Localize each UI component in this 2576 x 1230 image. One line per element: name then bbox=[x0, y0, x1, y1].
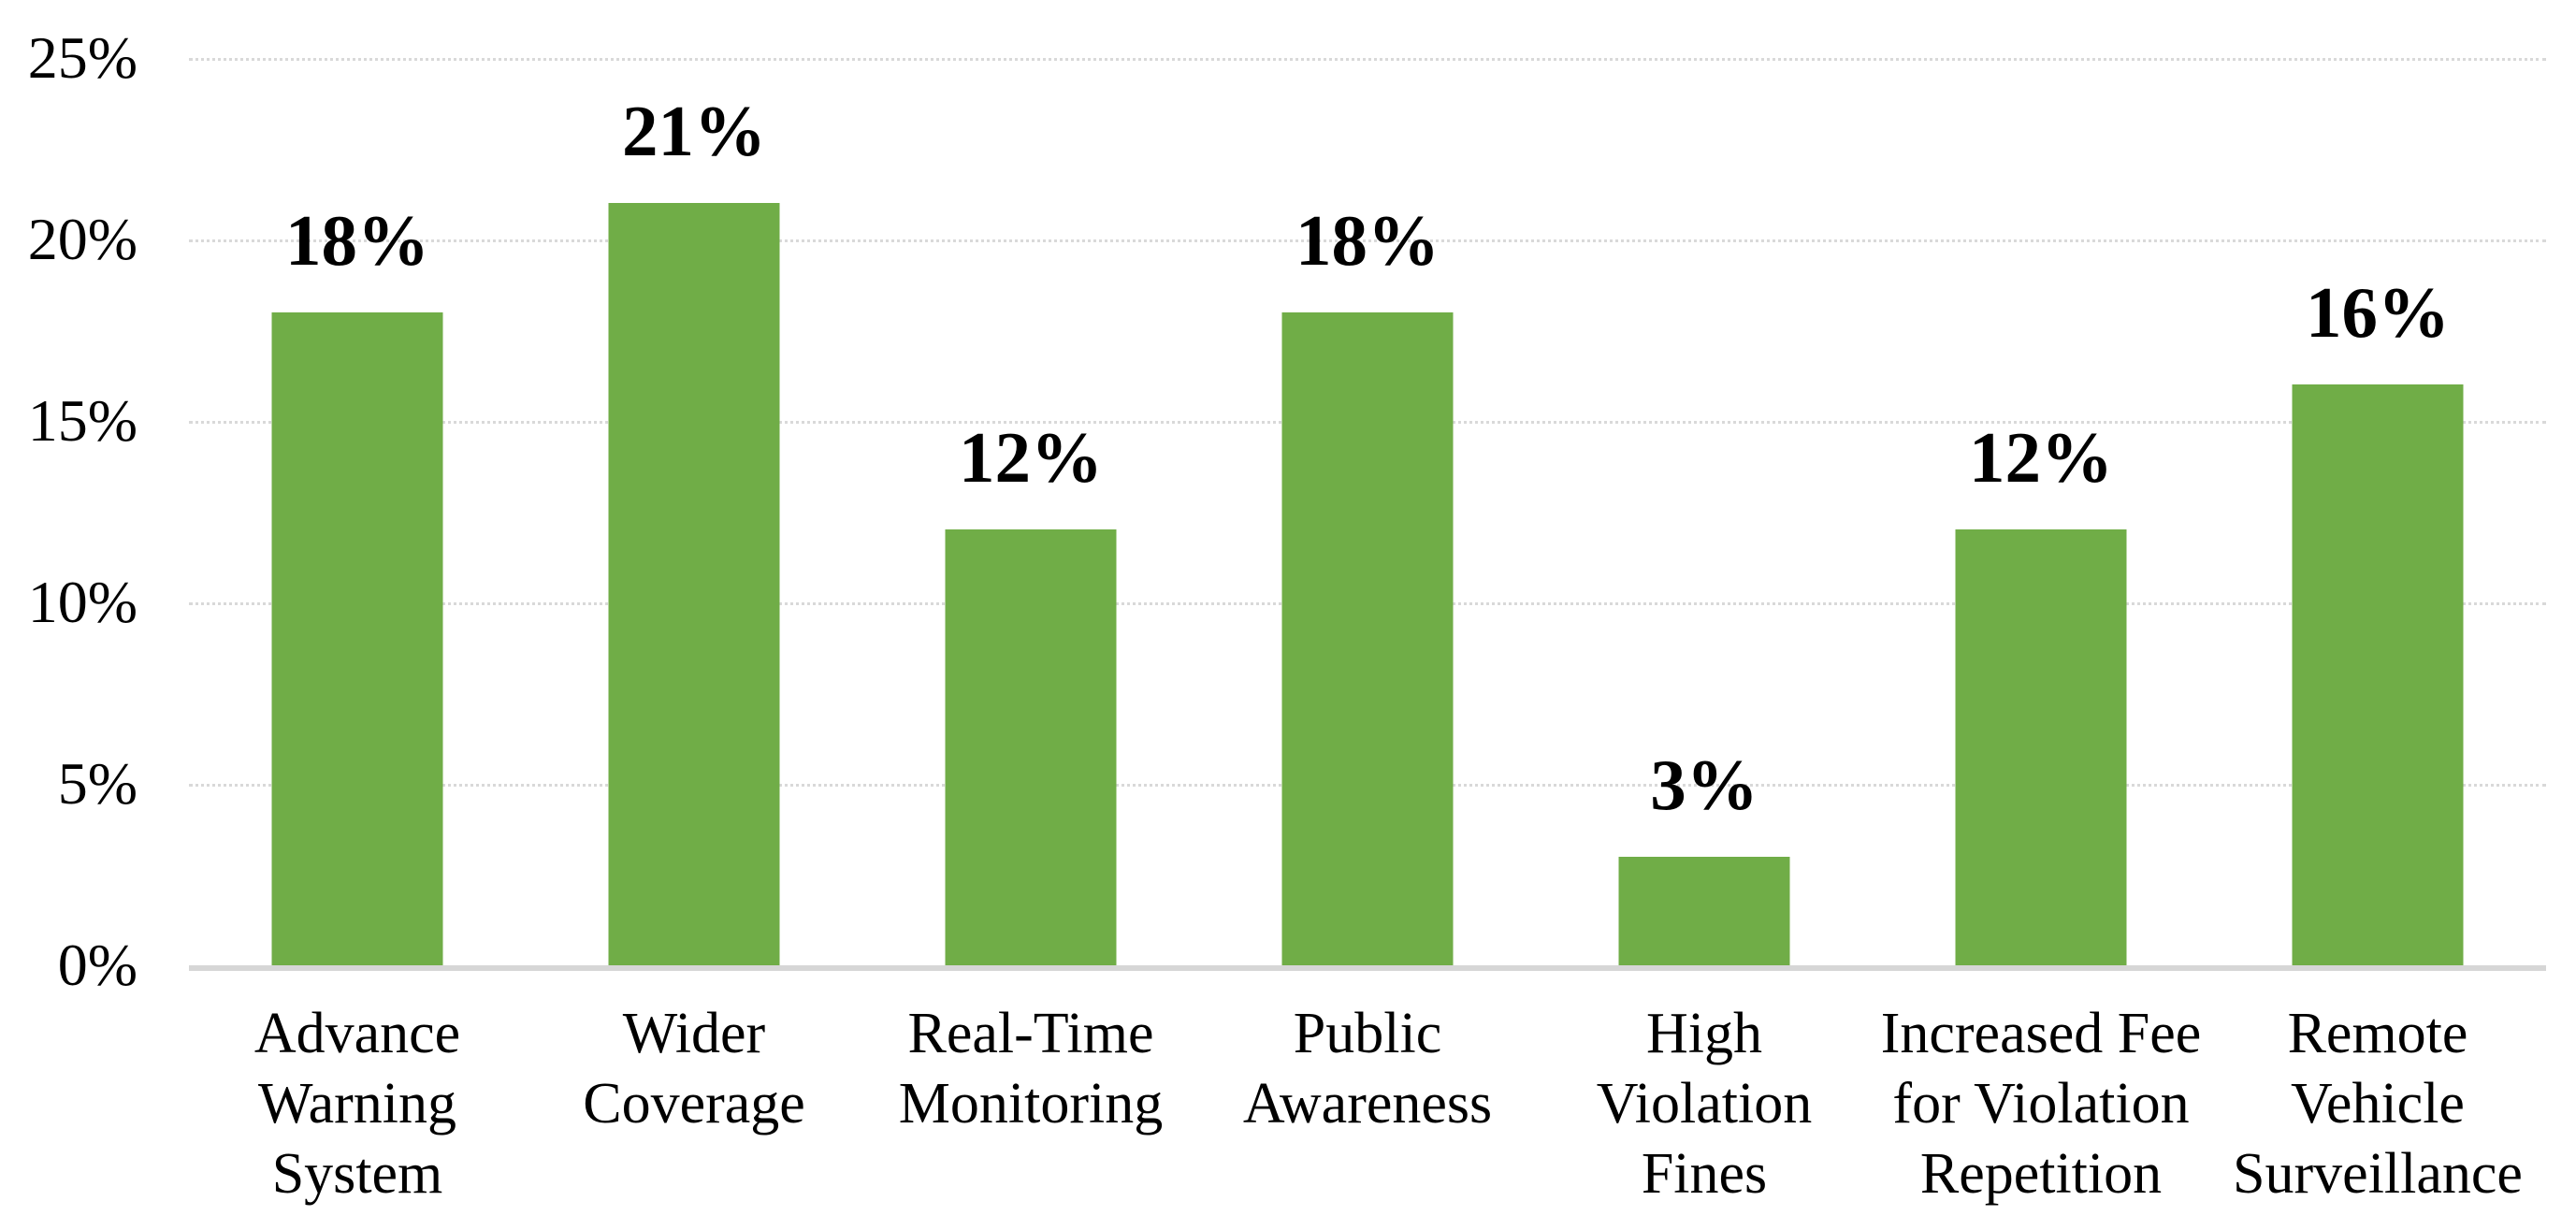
gridline-20 bbox=[189, 239, 2546, 242]
y-tick-label-20: 20% bbox=[27, 206, 137, 272]
bar-value-label-2: 21% bbox=[622, 91, 766, 172]
bar-slot-5: 3% bbox=[1536, 58, 1873, 965]
x-axis-labels: Advance Warning System Wider Coverage Real… bbox=[189, 999, 2546, 1209]
bar-series: 18% 21% 12% 18% 3% 12% 16% bbox=[189, 58, 2546, 965]
bar-value-label-6: 12% bbox=[1969, 417, 2113, 499]
category-label-2: Wider Coverage bbox=[583, 1002, 805, 1136]
bar-7 bbox=[2292, 384, 2464, 965]
x-axis-line bbox=[189, 965, 2546, 971]
bar-slot-7: 16% bbox=[2209, 58, 2546, 965]
y-tick-label-25: 25% bbox=[27, 24, 137, 91]
category-label-3: Real-Time Monitoring bbox=[898, 1002, 1164, 1136]
category-label-5: High Violation Fines bbox=[1596, 1002, 1813, 1206]
bar-value-label-3: 12% bbox=[959, 417, 1103, 499]
bar-5 bbox=[1618, 856, 1790, 965]
bar-slot-4: 18% bbox=[1199, 58, 1536, 965]
bar-slot-6: 12% bbox=[1873, 58, 2209, 965]
y-tick-label-10: 10% bbox=[27, 569, 137, 635]
plot-area: 18% 21% 12% 18% 3% 12% 16% bbox=[189, 58, 2546, 971]
y-tick-label-15: 15% bbox=[27, 387, 137, 454]
bar-3 bbox=[945, 529, 1117, 965]
bar-4 bbox=[1281, 311, 1454, 965]
category-label-4: Public Awareness bbox=[1242, 1002, 1493, 1136]
y-tick-label-5: 5% bbox=[57, 750, 137, 817]
bar-value-label-1: 18% bbox=[285, 199, 429, 281]
bar-slot-1: 18% bbox=[189, 58, 526, 965]
bar-1 bbox=[271, 311, 443, 965]
bar-value-label-5: 3% bbox=[1650, 744, 1758, 825]
category-label-7: Remote Vehicle Surveillance bbox=[2233, 1002, 2523, 1206]
bar-value-label-7: 16% bbox=[2306, 272, 2450, 354]
category-label-1: Advance Warning System bbox=[253, 1002, 461, 1206]
bar-6 bbox=[1955, 529, 2127, 965]
category-label-6: Increased Fee for Violation Repetition bbox=[1880, 1002, 2202, 1206]
gridline-25 bbox=[189, 58, 2546, 61]
y-tick-label-0: 0% bbox=[57, 932, 137, 998]
bar-slot-2: 21% bbox=[526, 58, 862, 965]
bar-value-label-4: 18% bbox=[1295, 199, 1440, 281]
bar-slot-3: 12% bbox=[862, 58, 1199, 965]
bar-2 bbox=[608, 203, 780, 965]
